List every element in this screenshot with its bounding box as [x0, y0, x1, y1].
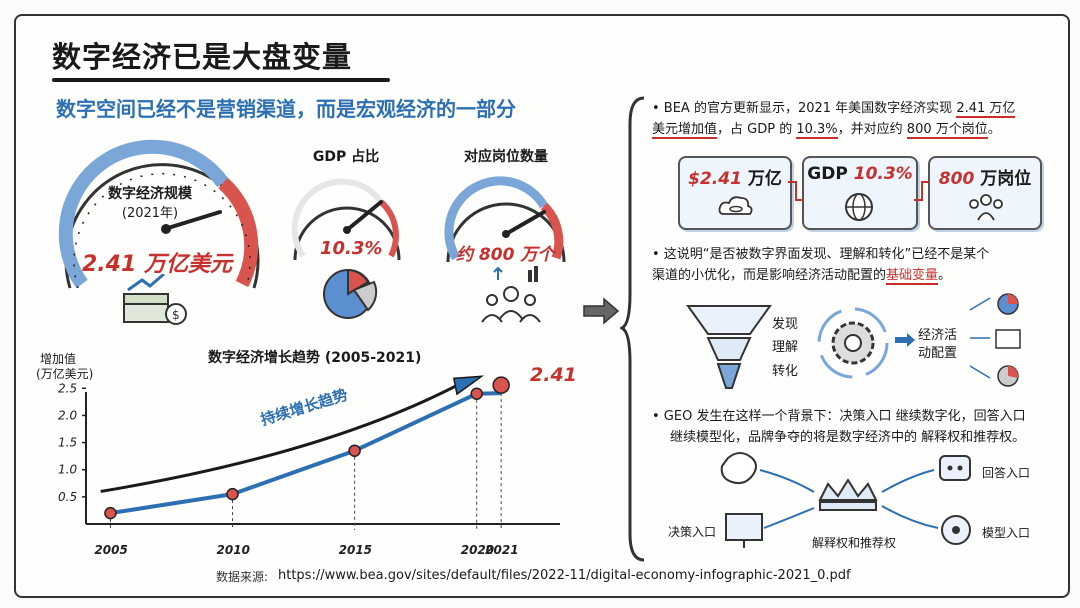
arrow-to-allocation [895, 333, 915, 347]
scale-gauge-label-1: 数字经济规模 [108, 186, 192, 202]
y-tick-label: 0.5 [58, 490, 77, 504]
trend-arrow-line [100, 378, 468, 493]
team-icon [969, 194, 1003, 221]
x-tick-label: 2010 [217, 543, 250, 557]
gear-cycle-icon [817, 307, 889, 379]
bullet-3: • GEO 发生在这样一个背景下：决策入口 继续数字化，回答入口 继续模型化，品… [652, 409, 1026, 445]
crown-icon [818, 478, 878, 511]
chart-ylabel-2: (万亿美元) [36, 367, 94, 381]
chart-title: 数字经济增长趋势 (2005-2021) [208, 350, 422, 366]
connector-1 [788, 181, 804, 201]
scale-gauge-value: 2.41 万亿美元 [82, 252, 232, 277]
node-model-entry: 模型入口 [982, 526, 1031, 540]
data-point [104, 506, 117, 520]
node-answer-entry: 回答入口 [982, 466, 1031, 480]
chart-end-label: 2.41 [530, 364, 577, 386]
data-point [348, 444, 361, 457]
y-tick-label: 1.5 [58, 436, 77, 450]
gdp-gauge-value: 10.3% [320, 238, 383, 259]
svg-text:$: $ [172, 308, 180, 322]
robot-icon [939, 455, 971, 481]
x-tick-label: 2021 [485, 543, 518, 557]
jobs-gauge-value: 约 800 万个 [456, 245, 555, 265]
trend-arrow-head [452, 375, 485, 396]
scale-gauge-label-2: (2021年) [121, 206, 179, 221]
globe-network-icon [845, 193, 873, 221]
stat-card-jobs: 800 万岗位 [928, 156, 1042, 230]
y-tick-label: 2.5 [58, 381, 77, 395]
gdp-gauge [291, 178, 401, 261]
allocation-icons [969, 293, 1021, 387]
x-tick-label: 2015 [339, 543, 372, 557]
pie-chart-icon [323, 268, 378, 319]
data-point [492, 376, 510, 394]
gdp-gauge-label: GDP 占比 [312, 149, 380, 165]
people-group-icon [481, 266, 541, 323]
page-subtitle: 数字空间已经不是营销渠道，而是宏观经济的一部分 [56, 97, 516, 121]
connector-2 [914, 181, 930, 201]
node-decision-entry: 决策入口 [668, 525, 717, 539]
source-label: 数据来源: [216, 570, 269, 584]
jobs-gauge [444, 176, 566, 263]
stat-card-value: $2.41 万亿 [678, 156, 792, 230]
data-point [226, 487, 239, 501]
allocation-label-2: 动配置 [918, 346, 958, 361]
right-brace [620, 96, 645, 562]
page-title: 数字经济已是大盘变量 [52, 40, 353, 74]
funnel-icon [686, 305, 772, 389]
bullet-2: • 这说明“是否被数字界面发现、理解和转化”已经不是某个 渠道的小优化，而是影响… [652, 247, 990, 285]
geo-flow-diagram [720, 452, 971, 548]
jobs-gauge-label: 对应岗位数量 [464, 149, 548, 165]
funnel-stage-discover: 发现 [772, 317, 799, 332]
arrow-right-icon [583, 297, 620, 325]
x-tick-label: 2005 [94, 543, 127, 557]
source-link[interactable]: https://www.bea.gov/sites/default/files/… [278, 568, 851, 583]
money-growth-icon: $ [123, 274, 187, 325]
network-node-icon [941, 515, 971, 545]
computer-icon [725, 513, 763, 548]
cloud-database-icon [718, 196, 753, 215]
funnel-stage-understand: 理解 [772, 340, 799, 355]
y-tick-label: 2.0 [58, 408, 77, 422]
x-tick-label: 2020 [461, 543, 494, 557]
chart-ylabel-1: 增加值 [40, 352, 77, 366]
brain-icon [720, 452, 757, 485]
title-underline [52, 78, 390, 82]
y-tick-label: 1.0 [58, 463, 77, 477]
allocation-label-1: 经济活 [918, 328, 958, 343]
data-point [470, 387, 483, 400]
bullet-1: • BEA 的官方更新显示，2021 年美国数字经济实现 2.41 万亿 美元增… [652, 101, 1016, 139]
stat-card-gdp: GDP 10.3% [802, 156, 918, 230]
node-interpretation-rights: 解释权和推荐权 [812, 536, 897, 550]
scale-gauge [58, 139, 260, 289]
funnel-stage-convert: 转化 [772, 364, 799, 379]
